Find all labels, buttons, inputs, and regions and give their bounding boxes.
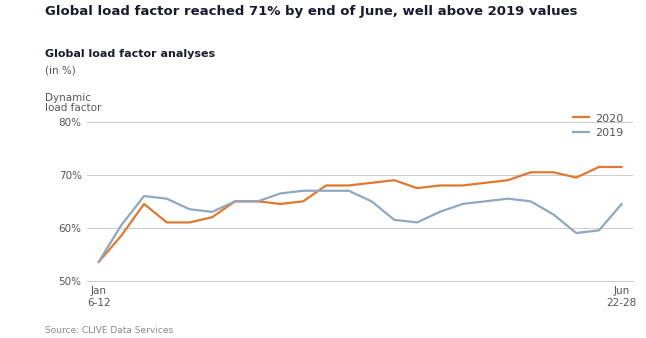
- 2019: [527, 199, 535, 203]
- 2019: [436, 210, 444, 214]
- 2019: [322, 189, 330, 193]
- 2019: [299, 189, 307, 193]
- 2019: [231, 199, 239, 203]
- 2020: [140, 202, 148, 206]
- 2020: [572, 175, 580, 179]
- 2020: [504, 178, 512, 182]
- 2020: [595, 165, 603, 169]
- 2019: [140, 194, 148, 198]
- Line: 2020: 2020: [99, 167, 621, 262]
- 2020: [390, 178, 398, 182]
- 2019: [481, 199, 489, 203]
- 2020: [209, 215, 216, 219]
- 2019: [209, 210, 216, 214]
- 2019: [185, 207, 193, 211]
- Text: load factor: load factor: [45, 103, 101, 113]
- Text: (in %): (in %): [45, 66, 76, 76]
- Legend: 2020, 2019: 2020, 2019: [568, 108, 627, 143]
- 2020: [95, 260, 103, 264]
- 2019: [572, 231, 580, 235]
- 2020: [368, 181, 375, 185]
- 2020: [618, 165, 625, 169]
- 2020: [413, 186, 421, 190]
- 2020: [345, 184, 353, 188]
- 2020: [299, 199, 307, 203]
- 2020: [527, 170, 535, 174]
- 2019: [118, 223, 125, 227]
- Text: Source: CLIVE Data Services: Source: CLIVE Data Services: [45, 325, 173, 335]
- Text: Global load factor analyses: Global load factor analyses: [45, 49, 215, 59]
- 2020: [481, 181, 489, 185]
- 2019: [390, 218, 398, 222]
- 2020: [276, 202, 284, 206]
- 2019: [163, 197, 171, 201]
- 2019: [95, 260, 103, 264]
- 2020: [322, 184, 330, 188]
- 2019: [254, 199, 262, 203]
- 2020: [163, 220, 171, 224]
- Text: Dynamic: Dynamic: [45, 93, 91, 103]
- 2020: [459, 184, 466, 188]
- 2020: [550, 170, 557, 174]
- 2019: [504, 197, 512, 201]
- 2019: [618, 202, 625, 206]
- 2019: [276, 191, 284, 195]
- 2020: [254, 199, 262, 203]
- Text: Global load factor reached 71% by end of June, well above 2019 values: Global load factor reached 71% by end of…: [45, 5, 578, 18]
- 2020: [436, 184, 444, 188]
- 2020: [231, 199, 239, 203]
- 2019: [413, 220, 421, 224]
- 2019: [368, 199, 375, 203]
- 2020: [185, 220, 193, 224]
- 2019: [459, 202, 466, 206]
- 2019: [345, 189, 353, 193]
- Line: 2019: 2019: [99, 191, 621, 262]
- 2019: [550, 213, 557, 217]
- 2019: [595, 228, 603, 233]
- 2020: [118, 234, 125, 238]
